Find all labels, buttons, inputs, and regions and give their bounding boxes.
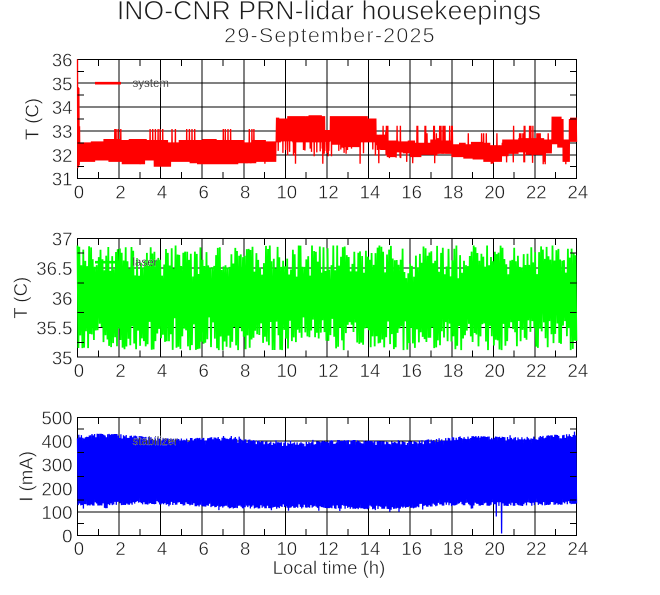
svg-text:laser: laser xyxy=(133,257,158,269)
svg-text:18: 18 xyxy=(443,360,464,381)
svg-text:4: 4 xyxy=(157,538,167,559)
svg-text:4: 4 xyxy=(157,181,167,202)
svg-text:6: 6 xyxy=(199,181,209,202)
svg-text:6: 6 xyxy=(199,538,209,559)
svg-text:INO-CNR PRN-lidar housekeeping: INO-CNR PRN-lidar housekeepings xyxy=(117,0,541,26)
svg-text:2: 2 xyxy=(115,360,125,381)
svg-text:8: 8 xyxy=(240,181,250,202)
svg-text:500: 500 xyxy=(41,407,72,428)
svg-text:2: 2 xyxy=(115,538,125,559)
svg-text:2: 2 xyxy=(115,181,125,202)
svg-text:6: 6 xyxy=(199,360,209,381)
svg-text:22: 22 xyxy=(526,538,547,559)
svg-text:200: 200 xyxy=(41,478,72,499)
svg-text:0: 0 xyxy=(74,360,84,381)
svg-text:29-September-2025: 29-September-2025 xyxy=(224,24,436,48)
svg-text:4: 4 xyxy=(157,360,167,381)
svg-text:18: 18 xyxy=(443,181,464,202)
svg-text:33: 33 xyxy=(52,121,73,142)
svg-text:8: 8 xyxy=(240,538,250,559)
svg-text:0: 0 xyxy=(74,538,84,559)
svg-text:36: 36 xyxy=(52,288,73,309)
svg-text:24: 24 xyxy=(568,538,589,559)
svg-text:10: 10 xyxy=(276,360,297,381)
svg-text:10: 10 xyxy=(276,538,297,559)
svg-text:35: 35 xyxy=(52,73,73,94)
svg-text:22: 22 xyxy=(526,181,547,202)
svg-text:36.5: 36.5 xyxy=(36,258,72,279)
svg-text:20: 20 xyxy=(484,181,505,202)
svg-text:24: 24 xyxy=(568,360,589,381)
svg-text:8: 8 xyxy=(240,360,250,381)
svg-text:10: 10 xyxy=(276,181,297,202)
svg-text:12: 12 xyxy=(318,538,339,559)
svg-text:36: 36 xyxy=(52,50,73,71)
svg-text:24: 24 xyxy=(568,181,589,202)
svg-text:34: 34 xyxy=(52,97,73,118)
svg-text:22: 22 xyxy=(526,360,547,381)
svg-text:100: 100 xyxy=(41,502,72,523)
svg-text:20: 20 xyxy=(484,538,505,559)
svg-text:35.5: 35.5 xyxy=(36,318,72,339)
svg-text:Local time (h): Local time (h) xyxy=(273,557,386,578)
svg-text:16: 16 xyxy=(401,538,422,559)
svg-text:12: 12 xyxy=(318,181,339,202)
svg-text:400: 400 xyxy=(41,431,72,452)
svg-text:14: 14 xyxy=(360,538,381,559)
svg-text:T (C): T (C) xyxy=(10,277,31,319)
svg-text:20: 20 xyxy=(484,360,505,381)
svg-text:I (mA): I (mA) xyxy=(16,451,37,502)
svg-text:0: 0 xyxy=(74,181,84,202)
svg-text:T (C): T (C) xyxy=(22,98,43,140)
svg-text:16: 16 xyxy=(401,181,422,202)
svg-text:system: system xyxy=(133,78,169,90)
svg-text:18: 18 xyxy=(443,538,464,559)
svg-text:32: 32 xyxy=(52,145,73,166)
svg-text:12: 12 xyxy=(318,360,339,381)
svg-text:14: 14 xyxy=(360,181,381,202)
svg-text:35: 35 xyxy=(52,347,73,368)
svg-text:16: 16 xyxy=(401,360,422,381)
svg-text:14: 14 xyxy=(360,360,381,381)
svg-text:37: 37 xyxy=(52,229,73,250)
svg-text:300: 300 xyxy=(41,455,72,476)
svg-text:stabilizer: stabilizer xyxy=(133,436,179,448)
svg-text:31: 31 xyxy=(52,169,73,190)
svg-text:0: 0 xyxy=(62,526,72,547)
